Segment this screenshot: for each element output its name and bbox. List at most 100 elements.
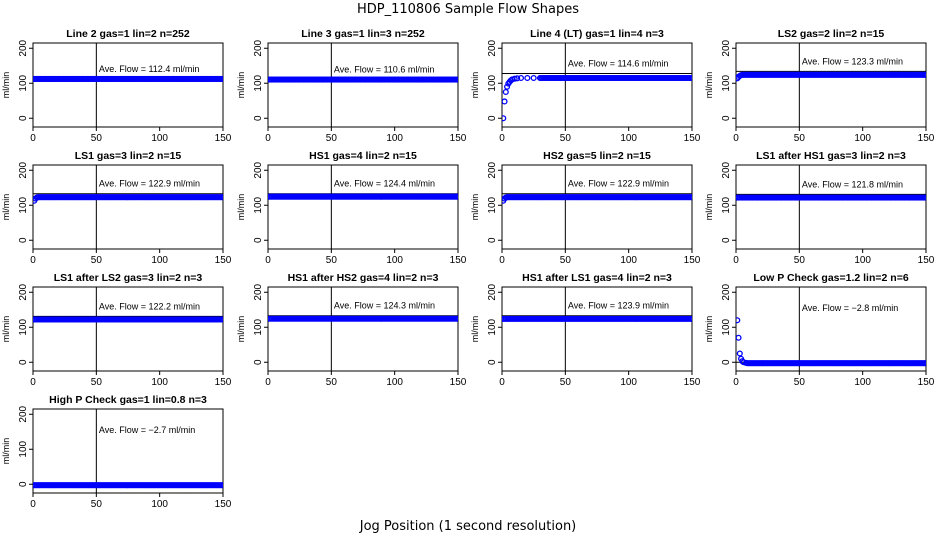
- x-tick-label: 0: [733, 377, 739, 388]
- panel-title: Line 3 gas=1 lin=3 n=252: [301, 28, 425, 40]
- x-tick-label: 150: [918, 377, 935, 388]
- x-tick-label: 150: [918, 133, 935, 144]
- chart-panel: LS1 after LS2 gas=3 lin=2 n=3 Ave. Flow =…: [1, 272, 232, 388]
- x-tick-label: 150: [215, 255, 232, 266]
- y-tick-label: 200: [721, 39, 732, 56]
- y-axis-label: ml/min: [1, 316, 11, 343]
- y-axis-label: ml/min: [1, 72, 11, 99]
- y-axis-label: ml/min: [704, 316, 714, 343]
- chart-panel: HS1 after LS1 gas=4 lin=2 n=3 Ave. Flow =…: [470, 272, 701, 388]
- plot-area: [502, 165, 692, 249]
- y-tick-label: 100: [253, 318, 264, 335]
- chart-panel: Line 3 gas=1 lin=3 n=252 Ave. Flow = 110.…: [236, 28, 467, 144]
- y-tick-label: 0: [18, 359, 29, 365]
- x-tick-label: 150: [684, 255, 701, 266]
- ave-flow-label: Ave. Flow = 122.9 ml/min: [99, 179, 200, 189]
- data-point: [218, 316, 223, 323]
- plot-area: [268, 165, 458, 249]
- y-tick-label: 100: [721, 318, 732, 335]
- plot-frame: [267, 164, 459, 250]
- x-tick-label: 100: [151, 499, 168, 510]
- chart-panel: LS1 after HS1 gas=3 lin=2 n=3 Ave. Flow =…: [704, 150, 935, 266]
- data-point: [736, 350, 743, 357]
- plot-frame: [501, 42, 693, 128]
- plot-area: [268, 43, 458, 127]
- data-point: [502, 98, 508, 105]
- x-tick-label: 50: [91, 255, 103, 266]
- x-tick-label: 100: [620, 377, 637, 388]
- ave-flow-label: Ave. Flow = 122.9 ml/min: [568, 179, 669, 189]
- x-tick-label: 50: [794, 255, 806, 266]
- y-tick-label: 100: [18, 74, 29, 91]
- plot-area: [33, 287, 223, 371]
- x-tick-label: 50: [91, 499, 103, 510]
- data-point: [514, 75, 521, 82]
- x-tick-label: 50: [560, 377, 572, 388]
- y-axis-label: ml/min: [704, 72, 714, 99]
- plot-frame: [32, 164, 224, 250]
- x-tick-label: 0: [733, 255, 739, 266]
- panel-title: HS2 gas=5 lin=2 n=15: [543, 150, 651, 162]
- x-tick-label: 100: [386, 377, 403, 388]
- x-tick-label: 50: [794, 377, 806, 388]
- x-tick-label: 0: [30, 133, 36, 144]
- y-tick-label: 200: [487, 283, 498, 300]
- plot-frame: [32, 42, 224, 128]
- x-tick-label: 100: [151, 377, 168, 388]
- figure-title: HDP_110806 Sample Flow Shapes: [356, 2, 580, 17]
- y-tick-label: 200: [721, 283, 732, 300]
- x-tick-label: 0: [265, 133, 271, 144]
- y-tick-label: 200: [18, 405, 29, 422]
- data-point: [921, 360, 926, 367]
- chart-panel: Line 4 (LT) gas=1 lin=4 n=3 Ave. Flow = 1…: [470, 28, 701, 144]
- y-tick-label: 0: [18, 237, 29, 243]
- plot-frame: [735, 42, 927, 128]
- y-tick-label: 100: [18, 318, 29, 335]
- x-tick-label: 100: [854, 255, 871, 266]
- y-tick-label: 100: [487, 318, 498, 335]
- x-axis-caption: Jog Position (1 second resolution): [359, 519, 577, 534]
- x-tick-label: 100: [620, 255, 637, 266]
- x-tick-label: 150: [215, 499, 232, 510]
- y-tick-label: 200: [18, 161, 29, 178]
- x-tick-label: 0: [30, 377, 36, 388]
- y-tick-label: 200: [487, 161, 498, 178]
- data-point: [736, 334, 742, 341]
- data-point: [921, 194, 926, 201]
- x-tick-label: 50: [91, 133, 103, 144]
- data-point: [736, 317, 741, 324]
- y-tick-label: 200: [18, 283, 29, 300]
- plot-frame: [735, 164, 927, 250]
- x-tick-label: 150: [450, 377, 467, 388]
- y-tick-label: 100: [487, 74, 498, 91]
- x-tick-label: 100: [386, 133, 403, 144]
- y-tick-label: 100: [253, 196, 264, 213]
- x-tick-label: 0: [499, 377, 505, 388]
- panel-title: LS1 after LS2 gas=3 lin=2 n=3: [54, 272, 203, 284]
- x-tick-label: 150: [450, 255, 467, 266]
- ave-flow-label: Ave. Flow = −2.7 ml/min: [99, 425, 195, 435]
- data-point: [517, 74, 525, 82]
- ave-flow-label: Ave. Flow = 123.3 ml/min: [802, 56, 903, 66]
- data-point: [502, 88, 509, 96]
- y-tick-label: 0: [253, 359, 264, 365]
- plot-area: [33, 409, 223, 493]
- ave-flow-label: Ave. Flow = 110.6 ml/min: [334, 65, 434, 75]
- plot-area: [33, 43, 223, 127]
- y-tick-label: 0: [487, 237, 498, 243]
- y-axis-label: ml/min: [470, 72, 480, 99]
- data-point: [687, 315, 692, 322]
- chart-panel: LS1 gas=3 lin=2 n=15 Ave. Flow = 122.9 ml…: [1, 150, 232, 266]
- x-tick-label: 150: [684, 133, 701, 144]
- x-tick-label: 0: [265, 255, 271, 266]
- chart-panel: LS2 gas=2 lin=2 n=15 Ave. Flow = 123.3 ml…: [704, 28, 935, 144]
- plot-frame: [32, 408, 224, 494]
- x-tick-label: 150: [215, 133, 232, 144]
- y-axis-label: ml/min: [236, 72, 246, 99]
- y-tick-label: 0: [18, 481, 29, 487]
- panel-title: Line 4 (LT) gas=1 lin=4 n=3: [530, 28, 664, 40]
- y-tick-label: 0: [721, 237, 732, 243]
- plot-frame: [267, 286, 459, 372]
- y-axis-label: ml/min: [704, 194, 714, 221]
- x-tick-label: 50: [91, 377, 103, 388]
